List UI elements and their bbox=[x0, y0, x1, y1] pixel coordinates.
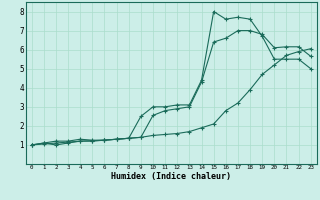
X-axis label: Humidex (Indice chaleur): Humidex (Indice chaleur) bbox=[111, 172, 231, 181]
